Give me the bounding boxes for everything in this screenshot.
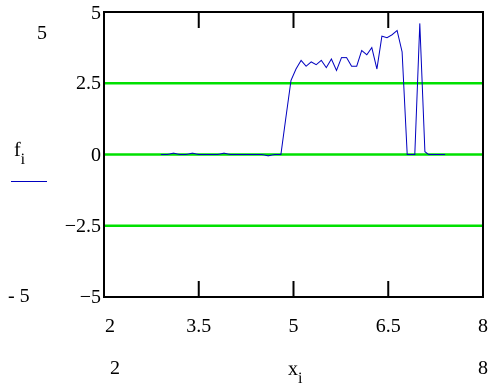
y-tick-label: −2.5 bbox=[64, 214, 101, 237]
x-axis-label: xi bbox=[288, 358, 302, 387]
y-tick-label: 2.5 bbox=[76, 72, 101, 95]
y-axis-label-subscript: i bbox=[20, 151, 26, 168]
y-axis-label: fi bbox=[14, 139, 25, 168]
y-tick-label: 0 bbox=[91, 143, 101, 166]
x-range-right-label: 8 bbox=[478, 357, 488, 379]
y-axis-label-underline bbox=[11, 181, 47, 182]
x-tick-label: 8 bbox=[478, 315, 488, 337]
x-tick-label: 3.5 bbox=[186, 315, 212, 337]
plot-frame bbox=[103, 11, 484, 298]
y-tick-label: 5 bbox=[91, 2, 101, 24]
x-tick-label: 6.5 bbox=[375, 315, 401, 337]
y-range-bottom-label: - 5 bbox=[8, 285, 30, 307]
series-group bbox=[160, 23, 446, 157]
y-range-top-label: 5 bbox=[37, 22, 47, 44]
x-range-left-label: 2 bbox=[110, 357, 120, 379]
x-tick-label: 5 bbox=[288, 315, 299, 337]
x-axis-label-subscript: i bbox=[298, 370, 303, 387]
series-line bbox=[160, 23, 446, 157]
tick-marks bbox=[197, 12, 390, 297]
y-tick-label: −5 bbox=[79, 286, 101, 308]
x-tick-label: 2 bbox=[105, 315, 115, 337]
y-axis-label-main: f bbox=[14, 139, 21, 161]
x-axis-label-main: x bbox=[288, 358, 298, 380]
